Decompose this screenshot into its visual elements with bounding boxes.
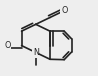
Text: N: N: [33, 48, 39, 57]
Text: O: O: [4, 41, 11, 50]
Text: O: O: [61, 6, 67, 15]
